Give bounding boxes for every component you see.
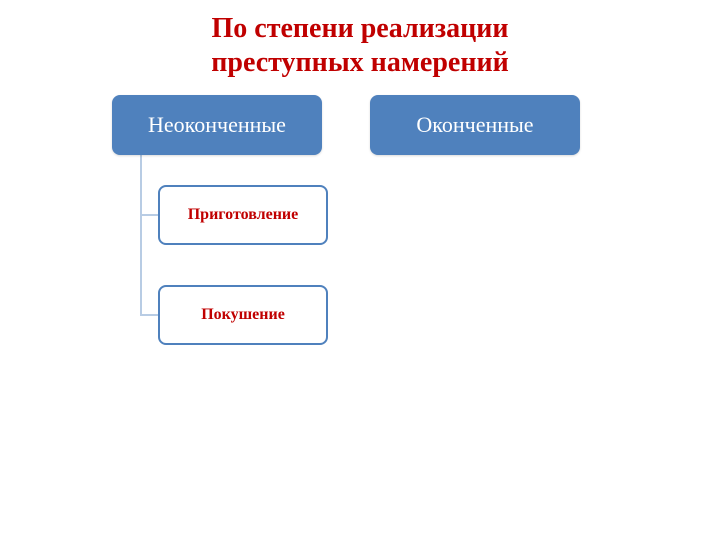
sub-node: Покушение <box>158 285 328 345</box>
connector-line <box>140 314 158 316</box>
page-title: По степени реализации преступных намерен… <box>0 0 720 79</box>
title-line-1: По степени реализации <box>212 13 509 44</box>
connector-line <box>140 214 158 216</box>
sub-node: Приготовление <box>158 185 328 245</box>
top-node: Оконченные <box>370 95 580 155</box>
top-node: Неоконченные <box>112 95 322 155</box>
title-line-2: преступных намерений <box>211 47 508 78</box>
connector-line <box>140 155 142 315</box>
hierarchy-diagram: Неоконченные Оконченные Приготовление Покуш… <box>0 79 720 529</box>
